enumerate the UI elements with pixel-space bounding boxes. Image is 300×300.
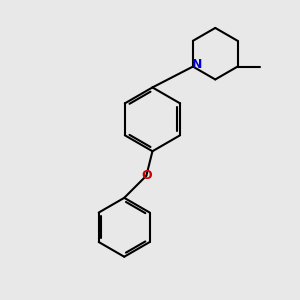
Text: O: O xyxy=(141,169,152,182)
Text: N: N xyxy=(191,58,202,70)
